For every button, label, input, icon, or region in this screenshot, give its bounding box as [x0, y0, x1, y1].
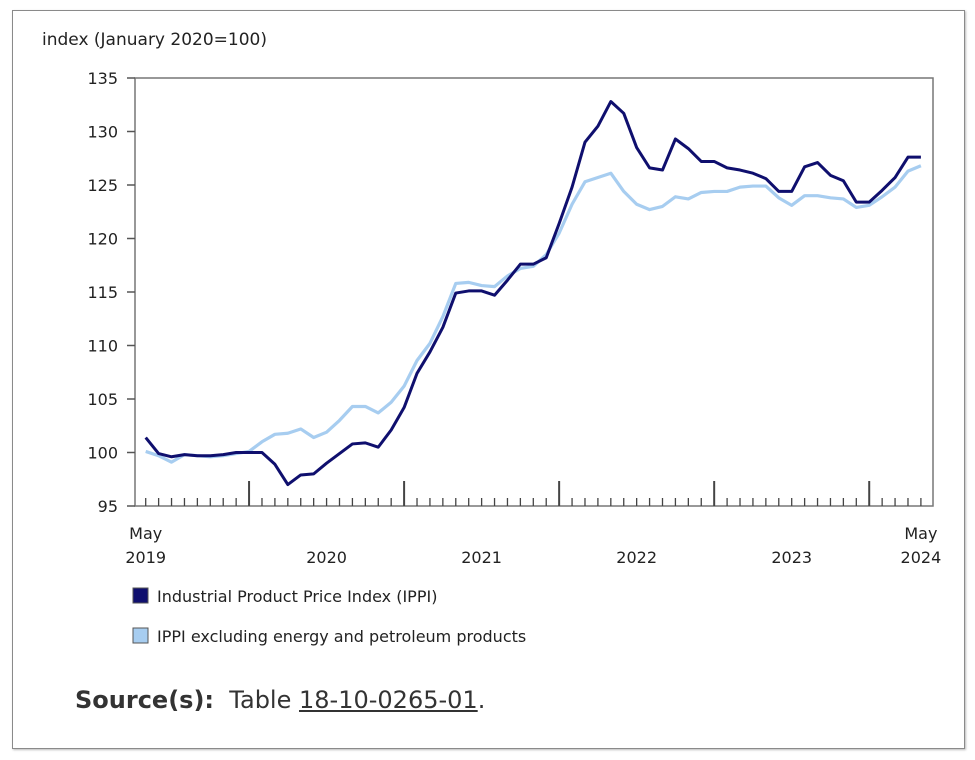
y-tick-label: 100 — [87, 444, 118, 463]
legend-label: Industrial Product Price Index (IPPI) — [157, 587, 437, 606]
y-tick-label: 110 — [87, 337, 118, 356]
x-tick-year: 2021 — [461, 548, 502, 567]
y-axis-label: index (January 2020=100) — [42, 30, 267, 50]
series-line-1 — [145, 164, 922, 464]
source-label: Source(s): — [75, 686, 215, 714]
x-tick-month: May — [904, 524, 937, 543]
plot-area — [134, 77, 934, 507]
x-tick-year: 2020 — [306, 548, 347, 567]
y-tick-label: 125 — [87, 176, 118, 195]
source-table-link[interactable]: 18-10-0265-01 — [299, 686, 478, 714]
x-tick-year: 2023 — [771, 548, 812, 567]
x-tick-year: 2019 — [125, 548, 166, 567]
source-suffix: . — [477, 686, 486, 714]
x-tick-year: 2024 — [901, 548, 942, 567]
legend-label: IPPI excluding energy and petroleum prod… — [157, 627, 526, 646]
series-line-0 — [144, 100, 921, 487]
x-tick-year: 2022 — [616, 548, 657, 567]
y-tick-label: 120 — [87, 230, 118, 249]
y-tick-label: 105 — [87, 390, 118, 409]
y-tick-label: 115 — [87, 283, 118, 302]
y-tick-label: 130 — [87, 123, 118, 142]
line-chart: index (January 2020=100) 95 100 105 110 115 1… — [42, 30, 942, 646]
chart-frame — [12, 10, 965, 749]
legend-swatch — [132, 587, 149, 604]
y-tick-label: 135 — [87, 69, 118, 88]
y-tick-label: 95 — [98, 497, 118, 516]
legend-swatch — [132, 627, 149, 644]
x-tick-month: May — [129, 524, 162, 543]
source-prefix: Table — [229, 686, 299, 714]
source-note: Source(s): Table 18-10-0265-01. — [75, 686, 485, 714]
